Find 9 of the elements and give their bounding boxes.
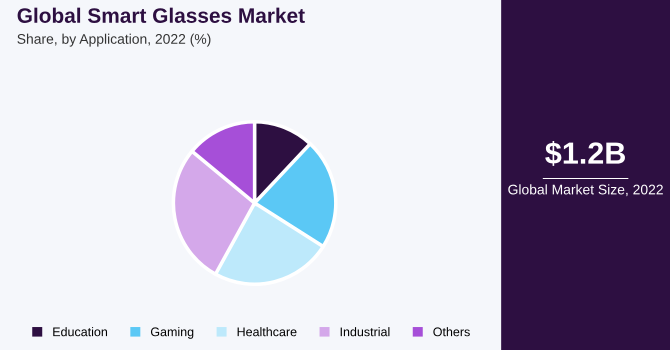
legend-label: Others: [433, 327, 470, 336]
chart-title: Global Smart Glasses Market: [18, 8, 305, 23]
chart-subtitle: Share, by Application, 2022 (%): [17, 34, 210, 47]
text: Global Market Size, 2022: [508, 184, 663, 196]
legend-label: Industrial: [340, 327, 390, 336]
legend-label: Education: [53, 327, 108, 336]
text: $1.2B: [545, 140, 625, 166]
legend-label: Gaming: [150, 327, 194, 339]
legend-label: Healthcare: [238, 327, 296, 336]
